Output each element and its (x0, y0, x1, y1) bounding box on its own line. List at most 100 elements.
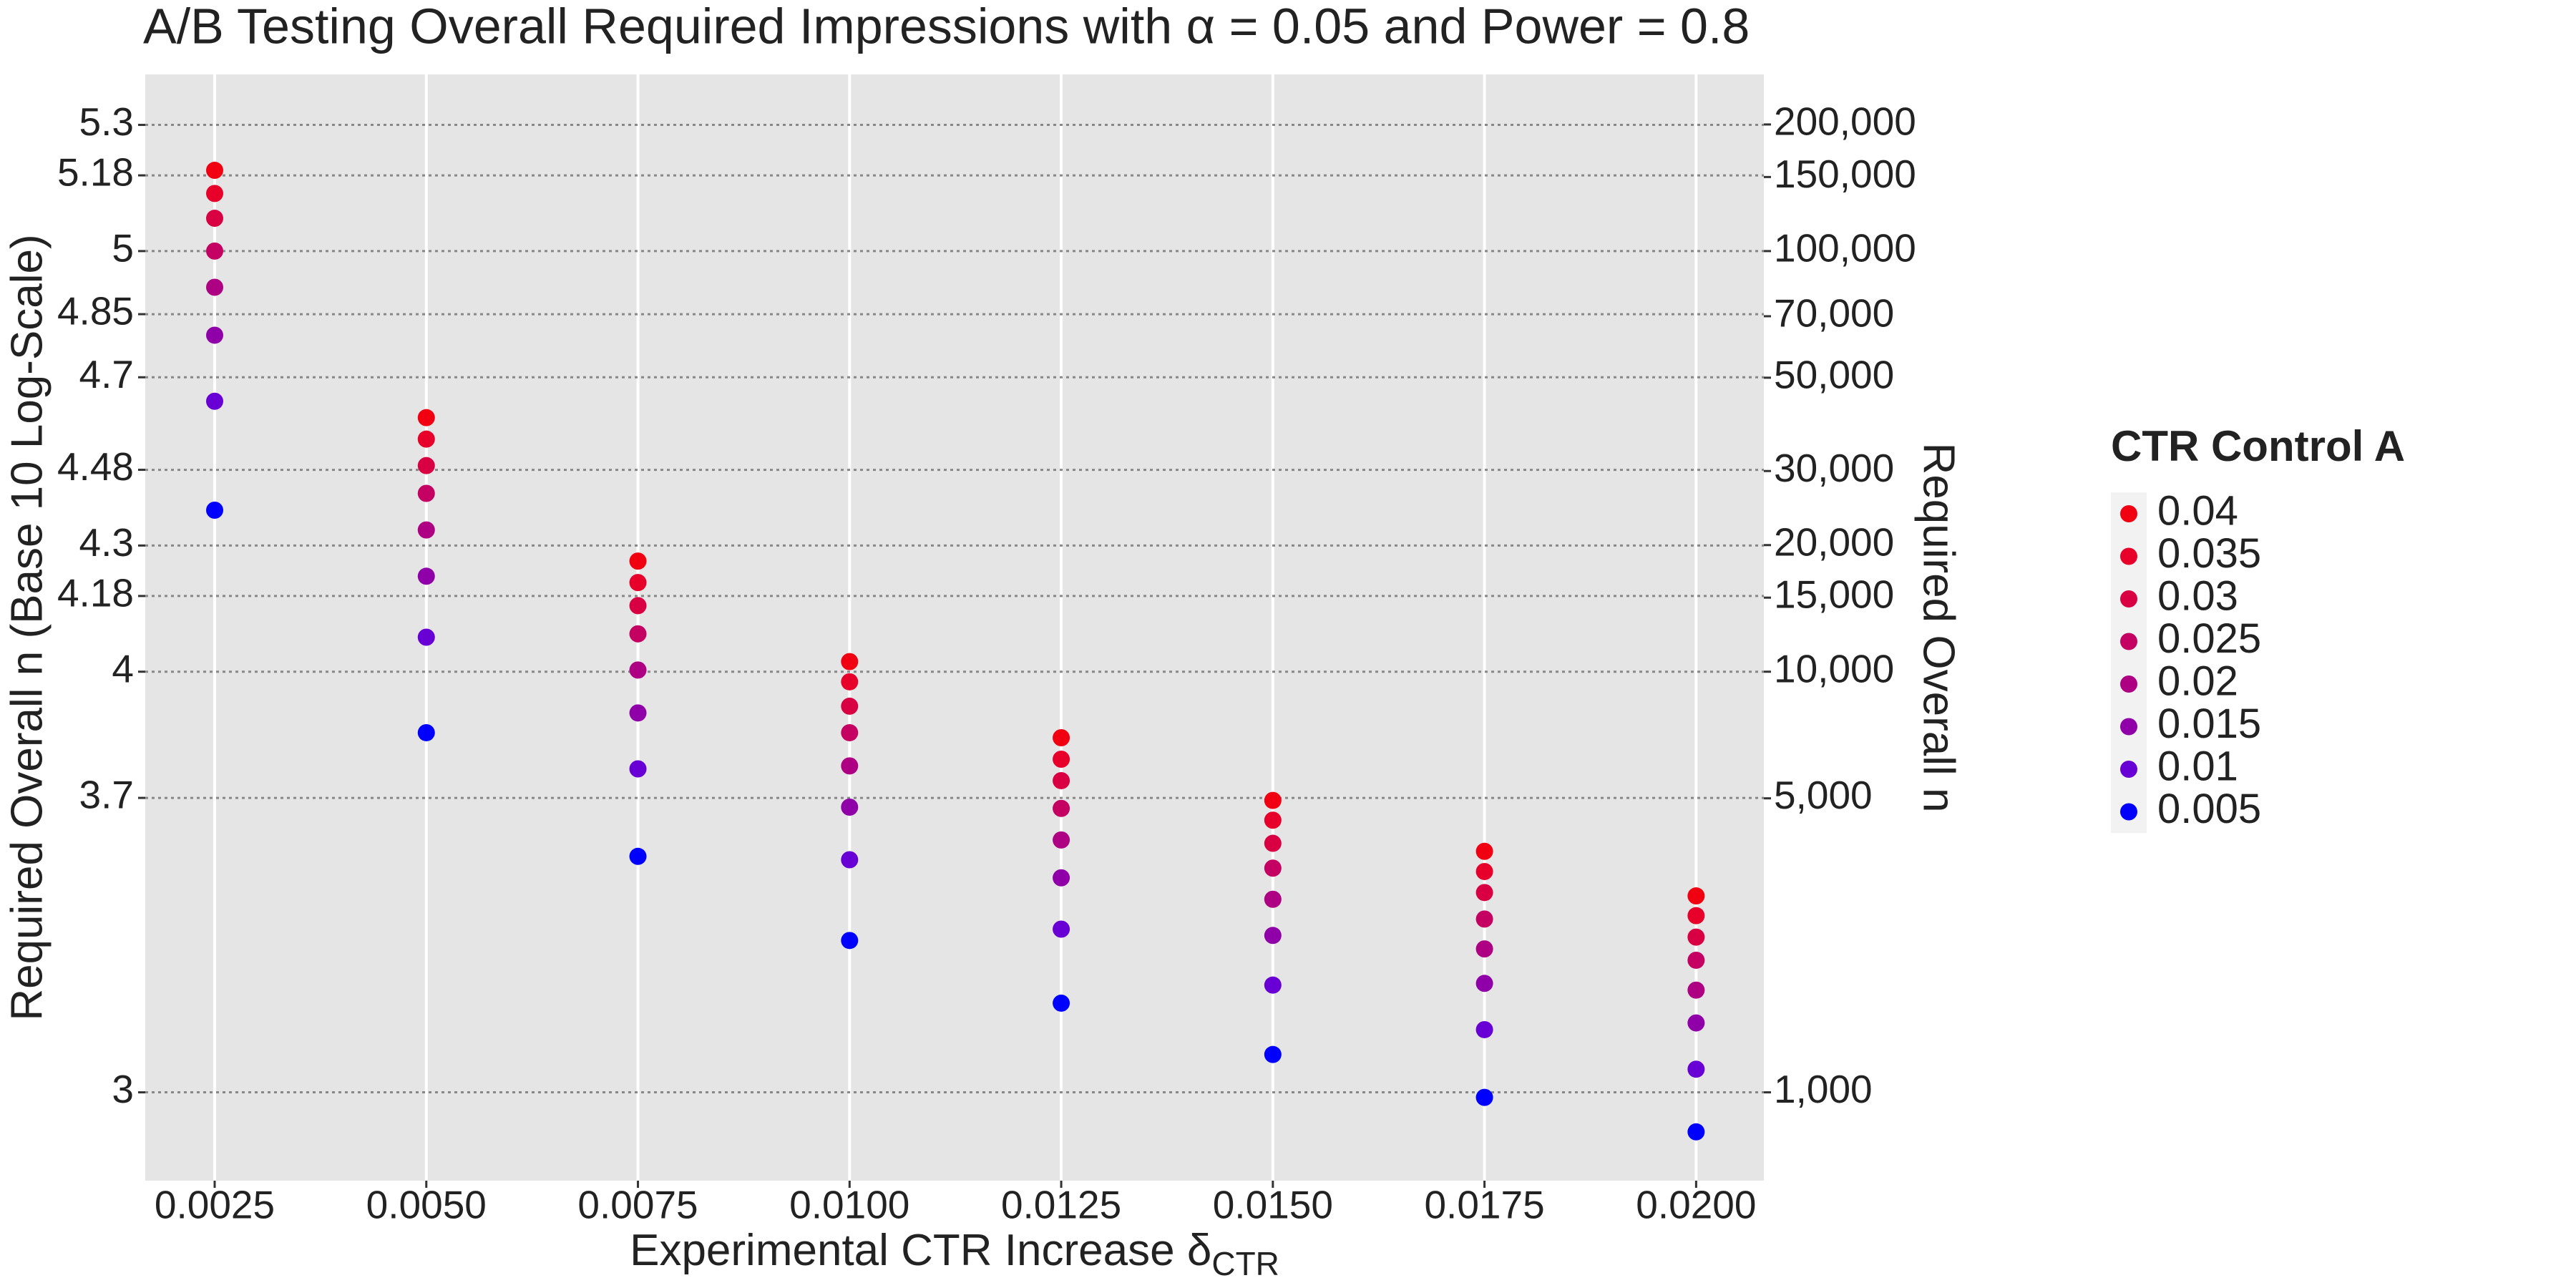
point (1475, 842, 1493, 860)
plot-background (145, 74, 1764, 1181)
point (1687, 928, 1705, 946)
point (417, 723, 435, 741)
y-tick-label: 4.48 (57, 444, 134, 489)
point (841, 799, 859, 816)
point (1264, 1045, 1282, 1063)
point (629, 847, 647, 865)
x-tick-label: 0.0100 (789, 1183, 909, 1227)
point (629, 760, 647, 778)
point (1053, 994, 1070, 1012)
legend-title: CTR Control A (2111, 422, 2405, 470)
legend-key (2120, 803, 2137, 821)
point (417, 567, 435, 585)
point (629, 661, 647, 679)
point (417, 457, 435, 474)
point (1475, 1088, 1493, 1106)
point (1053, 831, 1070, 849)
y2-tick-label: 20,000 (1774, 519, 1894, 564)
y2-tick-label: 10,000 (1774, 646, 1894, 691)
point (1687, 1014, 1705, 1032)
y2-tick-label: 200,000 (1774, 99, 1916, 143)
point (1475, 1020, 1493, 1038)
y-tick-label: 5.18 (57, 150, 134, 195)
y2-tick-label: 1,000 (1774, 1067, 1873, 1111)
x-tick-label: 0.0125 (1001, 1183, 1121, 1227)
y2-tick-label: 70,000 (1774, 291, 1894, 335)
legend-label: 0.035 (2157, 530, 2261, 577)
point (841, 757, 859, 775)
point (1264, 811, 1282, 829)
legend-label: 0.01 (2157, 743, 2238, 789)
y-tick-label: 4.85 (57, 289, 134, 333)
y2-tick-label: 30,000 (1774, 446, 1894, 490)
point (1687, 951, 1705, 969)
point (206, 210, 224, 228)
x-tick-label: 0.0150 (1213, 1183, 1333, 1227)
legend-key (2120, 590, 2137, 608)
x-tick-label: 0.0050 (366, 1183, 487, 1227)
legend-label: 0.02 (2157, 658, 2238, 704)
y-tick-label: 3 (112, 1067, 134, 1111)
legend-key (2120, 675, 2137, 693)
legend-label: 0.005 (2157, 786, 2261, 832)
point (1053, 869, 1070, 887)
y2-tick-label: 50,000 (1774, 352, 1894, 396)
point (629, 625, 647, 643)
y-tick-label: 5 (112, 225, 134, 270)
point (1053, 771, 1070, 789)
y2-axis-label: Required Overall n (1914, 443, 1963, 813)
point (1687, 907, 1705, 924)
point (1475, 884, 1493, 902)
x-tick-label: 0.0025 (155, 1183, 275, 1227)
point (1475, 910, 1493, 928)
legend-label: 0.025 (2157, 615, 2261, 662)
y-tick-label: 4.18 (57, 570, 134, 615)
legend-key (2120, 761, 2137, 778)
point (206, 185, 224, 203)
point (841, 723, 859, 741)
point (1264, 834, 1282, 852)
legend-label: 0.03 (2157, 572, 2238, 619)
point (1687, 981, 1705, 999)
point (1475, 940, 1493, 958)
point (417, 628, 435, 646)
point (206, 326, 224, 344)
point (417, 430, 435, 448)
y-axis-label: Required Overall n (Base 10 Log-Scale) (2, 234, 52, 1020)
legend-key (2120, 633, 2137, 650)
point (1053, 920, 1070, 938)
y-tick-label: 5.3 (79, 99, 134, 144)
x-axis-label-subscript: CTR (1211, 1245, 1279, 1282)
y2-tick-label: 15,000 (1774, 572, 1894, 617)
legend-key (2120, 718, 2137, 736)
point (1475, 975, 1493, 992)
y-tick-label: 4.7 (79, 352, 134, 396)
chart-title: A/B Testing Overall Required Impressions… (143, 0, 1750, 54)
x-tick-label: 0.0175 (1424, 1183, 1544, 1227)
point (841, 697, 859, 715)
legend-key (2120, 505, 2137, 522)
x-tick-label: 0.0075 (577, 1183, 698, 1227)
point (1053, 729, 1070, 747)
point (417, 409, 435, 426)
point (629, 552, 647, 570)
y-tick-label: 4 (112, 646, 134, 691)
point (1687, 1060, 1705, 1078)
point (417, 521, 435, 539)
point (1264, 927, 1282, 945)
y2-tick-label: 150,000 (1774, 152, 1916, 196)
point (206, 162, 224, 180)
point (206, 242, 224, 260)
grid (138, 74, 1771, 1188)
legend-key-background (2111, 492, 2147, 834)
legend-key (2120, 547, 2137, 565)
point (841, 673, 859, 691)
legend-label: 0.015 (2157, 701, 2261, 747)
point (1687, 1123, 1705, 1141)
point (1475, 862, 1493, 880)
point (1264, 859, 1282, 877)
point (841, 851, 859, 869)
point (1053, 750, 1070, 768)
